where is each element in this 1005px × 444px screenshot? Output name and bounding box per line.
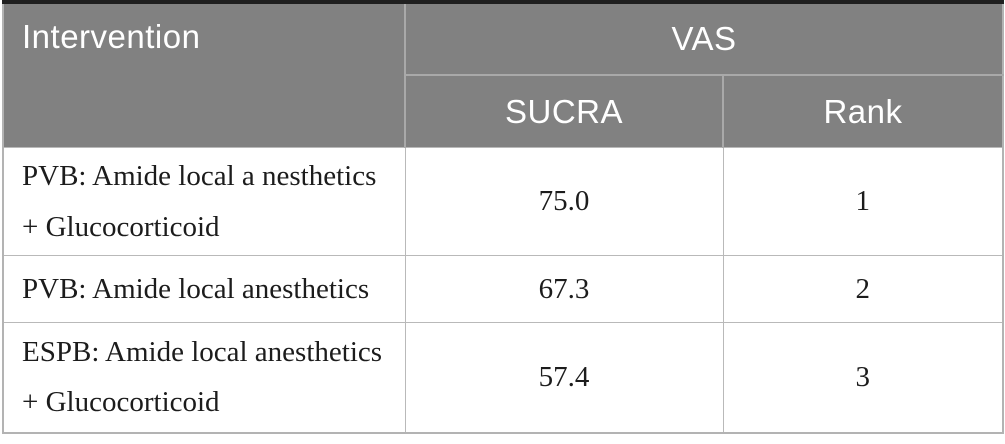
rank-value-cell: 2	[722, 255, 1004, 323]
sucra-value-cell: 67.3	[404, 255, 724, 323]
table-row: PVB: Amide local anesthetics 67.3 2	[2, 255, 1004, 323]
header-row-group: Intervention VAS	[3, 2, 1003, 148]
table-header: Intervention VAS SUCRA Rank	[3, 2, 1003, 148]
rank-value-cell: 3	[722, 322, 1004, 433]
table-row: ESPB: Amide local anesthetics + Glucocor…	[2, 322, 1004, 433]
sucra-value-cell: 75.0	[404, 147, 724, 256]
rank-value-cell: 1	[722, 147, 1004, 256]
table-row: PVB: Amide local a nesthetics + Glucocor…	[2, 147, 1004, 256]
intervention-cell: ESPB: Amide local anesthetics + Glucocor…	[2, 322, 406, 433]
column-header-rank: Rank	[723, 75, 1003, 148]
column-header-intervention: Intervention	[3, 2, 406, 148]
column-header-sucra: SUCRA	[405, 75, 724, 148]
sucra-ranking-table: Intervention VAS SUCRA Rank PVB: Amide l…	[2, 0, 1004, 434]
header-row-sub: SUCRA Rank	[3, 75, 1003, 148]
table-body: PVB: Amide local a nesthetics + Glucocor…	[2, 147, 1004, 433]
intervention-cell: PVB: Amide local a nesthetics + Glucocor…	[2, 147, 406, 256]
intervention-cell: PVB: Amide local anesthetics	[2, 255, 406, 323]
column-group-header-vas: VAS	[405, 2, 1003, 76]
sucra-value-cell: 57.4	[404, 322, 724, 433]
